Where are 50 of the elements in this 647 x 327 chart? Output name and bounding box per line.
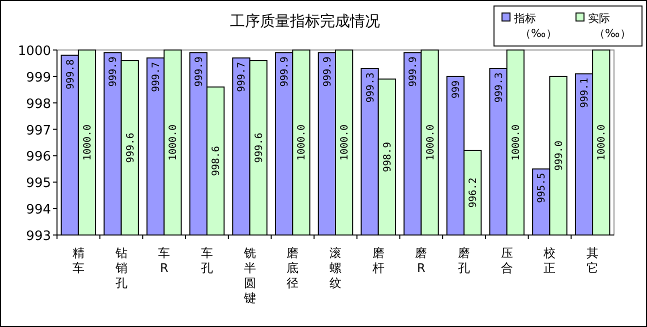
x-tick-label: 车孔 bbox=[200, 246, 213, 275]
data-label: 999.6 bbox=[125, 132, 136, 163]
data-label: 999.7 bbox=[236, 62, 248, 92]
legend-label: 指标（‰） bbox=[513, 12, 557, 40]
x-tick-label: 校正 bbox=[542, 246, 556, 275]
data-label: 1000.0 bbox=[425, 124, 436, 161]
data-label: 999.9 bbox=[280, 56, 291, 87]
data-label: 1000.0 bbox=[296, 124, 308, 161]
data-label: 999.3 bbox=[494, 72, 505, 103]
y-tick-label: 993 bbox=[26, 229, 51, 244]
data-label: 1000.0 bbox=[82, 124, 94, 161]
x-tick-label: 精车 bbox=[72, 246, 84, 275]
legend-label: 实际（‰） bbox=[588, 12, 631, 40]
data-label: 999.3 bbox=[365, 72, 376, 103]
data-label: 1000.0 bbox=[168, 124, 180, 161]
data-label: 999.9 bbox=[194, 56, 205, 87]
data-label: 1000.0 bbox=[510, 124, 522, 161]
y-tick-label: 997 bbox=[26, 123, 51, 138]
y-tick-label: 999 bbox=[26, 70, 51, 86]
data-label: 995.5 bbox=[536, 172, 548, 204]
data-label: 999.8 bbox=[65, 59, 76, 90]
y-tick-label: 995 bbox=[26, 176, 51, 192]
data-label: 1000.0 bbox=[596, 124, 608, 161]
x-tick-label: 铣半圆键 bbox=[242, 246, 256, 305]
data-label: 999.9 bbox=[322, 56, 334, 87]
data-label: 999.7 bbox=[151, 62, 162, 92]
x-tick-label: 车R bbox=[158, 246, 170, 275]
data-label: 1000.0 bbox=[340, 124, 351, 161]
data-label: 999.9 bbox=[408, 56, 420, 87]
y-tick-label: 1000 bbox=[18, 44, 51, 59]
x-tick-label: 压合 bbox=[500, 246, 513, 275]
chart-title: 工序质量指标完成情况 bbox=[230, 12, 380, 30]
y-tick-label: 998 bbox=[26, 96, 51, 112]
data-label: 998.9 bbox=[382, 142, 394, 172]
x-tick-label: 钻销孔 bbox=[114, 246, 128, 290]
x-tick-label: 磨杆 bbox=[371, 246, 384, 275]
x-tick-label: 滚螺纹 bbox=[330, 246, 342, 290]
data-label: 998.6 bbox=[211, 146, 222, 176]
y-tick-label: 994 bbox=[26, 202, 51, 218]
x-tick-label: 其它 bbox=[586, 246, 599, 275]
data-label: 999.0 bbox=[554, 140, 565, 171]
data-label: 999 bbox=[450, 80, 462, 98]
x-tick-label: 磨底径 bbox=[286, 246, 299, 290]
y-tick-label: 996 bbox=[26, 150, 51, 165]
x-tick-label: 磨R bbox=[415, 246, 428, 275]
data-label: 996.2 bbox=[468, 178, 480, 208]
data-label: 999.1 bbox=[580, 78, 591, 108]
data-label: 999.9 bbox=[108, 56, 120, 87]
data-label: 999.6 bbox=[254, 132, 265, 163]
x-tick-label: 磨孔 bbox=[458, 246, 470, 275]
